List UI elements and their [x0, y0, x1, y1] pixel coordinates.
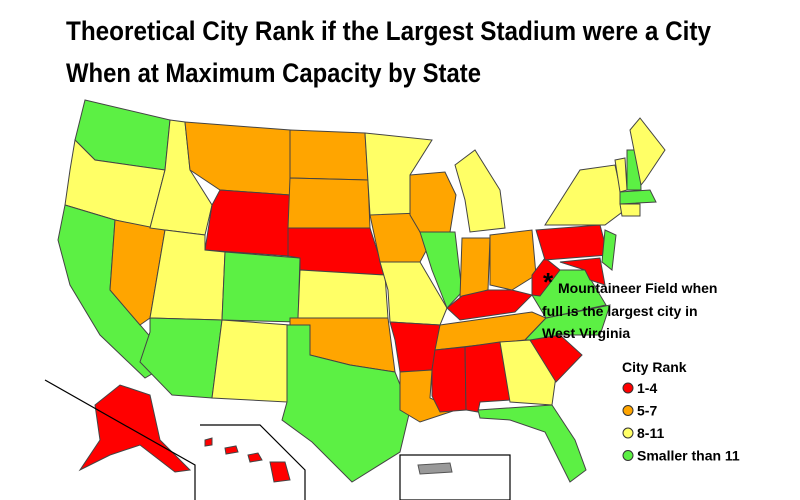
annotation: West Virginia [542, 325, 630, 341]
inset-frame [200, 424, 306, 500]
state [224, 445, 239, 455]
state [459, 237, 491, 299]
state [78, 384, 192, 473]
state [419, 231, 463, 309]
state [269, 461, 291, 483]
title: When at Maximum Capacity by State [66, 58, 481, 88]
state [221, 251, 301, 323]
annotation: Mountaineer Field when [558, 280, 717, 296]
legend-swatch [622, 427, 634, 439]
state [247, 452, 263, 463]
state [289, 129, 369, 181]
title: Theoretical City Rank if the Largest Sta… [66, 16, 711, 46]
state [287, 227, 386, 276]
legend-label: 1-4 [637, 380, 657, 396]
state [544, 164, 626, 226]
legend-label: Smaller than 11 [637, 448, 740, 464]
puerto-rico [417, 462, 453, 475]
inset-frame [399, 454, 511, 500]
state [531, 257, 561, 297]
inset-frame [44, 379, 196, 500]
legend: 1-4 5-7 8-11 Smaller than 11 [622, 380, 740, 464]
state [535, 224, 609, 261]
legend-label: 5-7 [637, 403, 657, 419]
legend-title: City Rank [622, 359, 687, 375]
state [204, 189, 291, 257]
annotation: full is the largest city in [542, 303, 698, 319]
state [211, 319, 291, 403]
state [184, 121, 291, 196]
state [297, 269, 389, 319]
state [619, 203, 641, 217]
legend-swatch [622, 450, 634, 461]
legend-swatch [622, 382, 634, 394]
annotation-marker: * [543, 267, 554, 297]
state [489, 229, 537, 291]
legend-label: 8-11 [637, 425, 664, 441]
state [619, 189, 657, 205]
state [287, 177, 371, 229]
state [629, 117, 666, 187]
state [431, 346, 467, 413]
state [204, 437, 213, 447]
state [281, 324, 411, 483]
state [559, 257, 606, 286]
state [139, 317, 223, 399]
state [601, 229, 617, 271]
state [454, 149, 506, 233]
state [409, 171, 457, 233]
legend-swatch [622, 405, 634, 416]
states [57, 99, 666, 483]
state [477, 404, 587, 483]
state [446, 289, 533, 321]
